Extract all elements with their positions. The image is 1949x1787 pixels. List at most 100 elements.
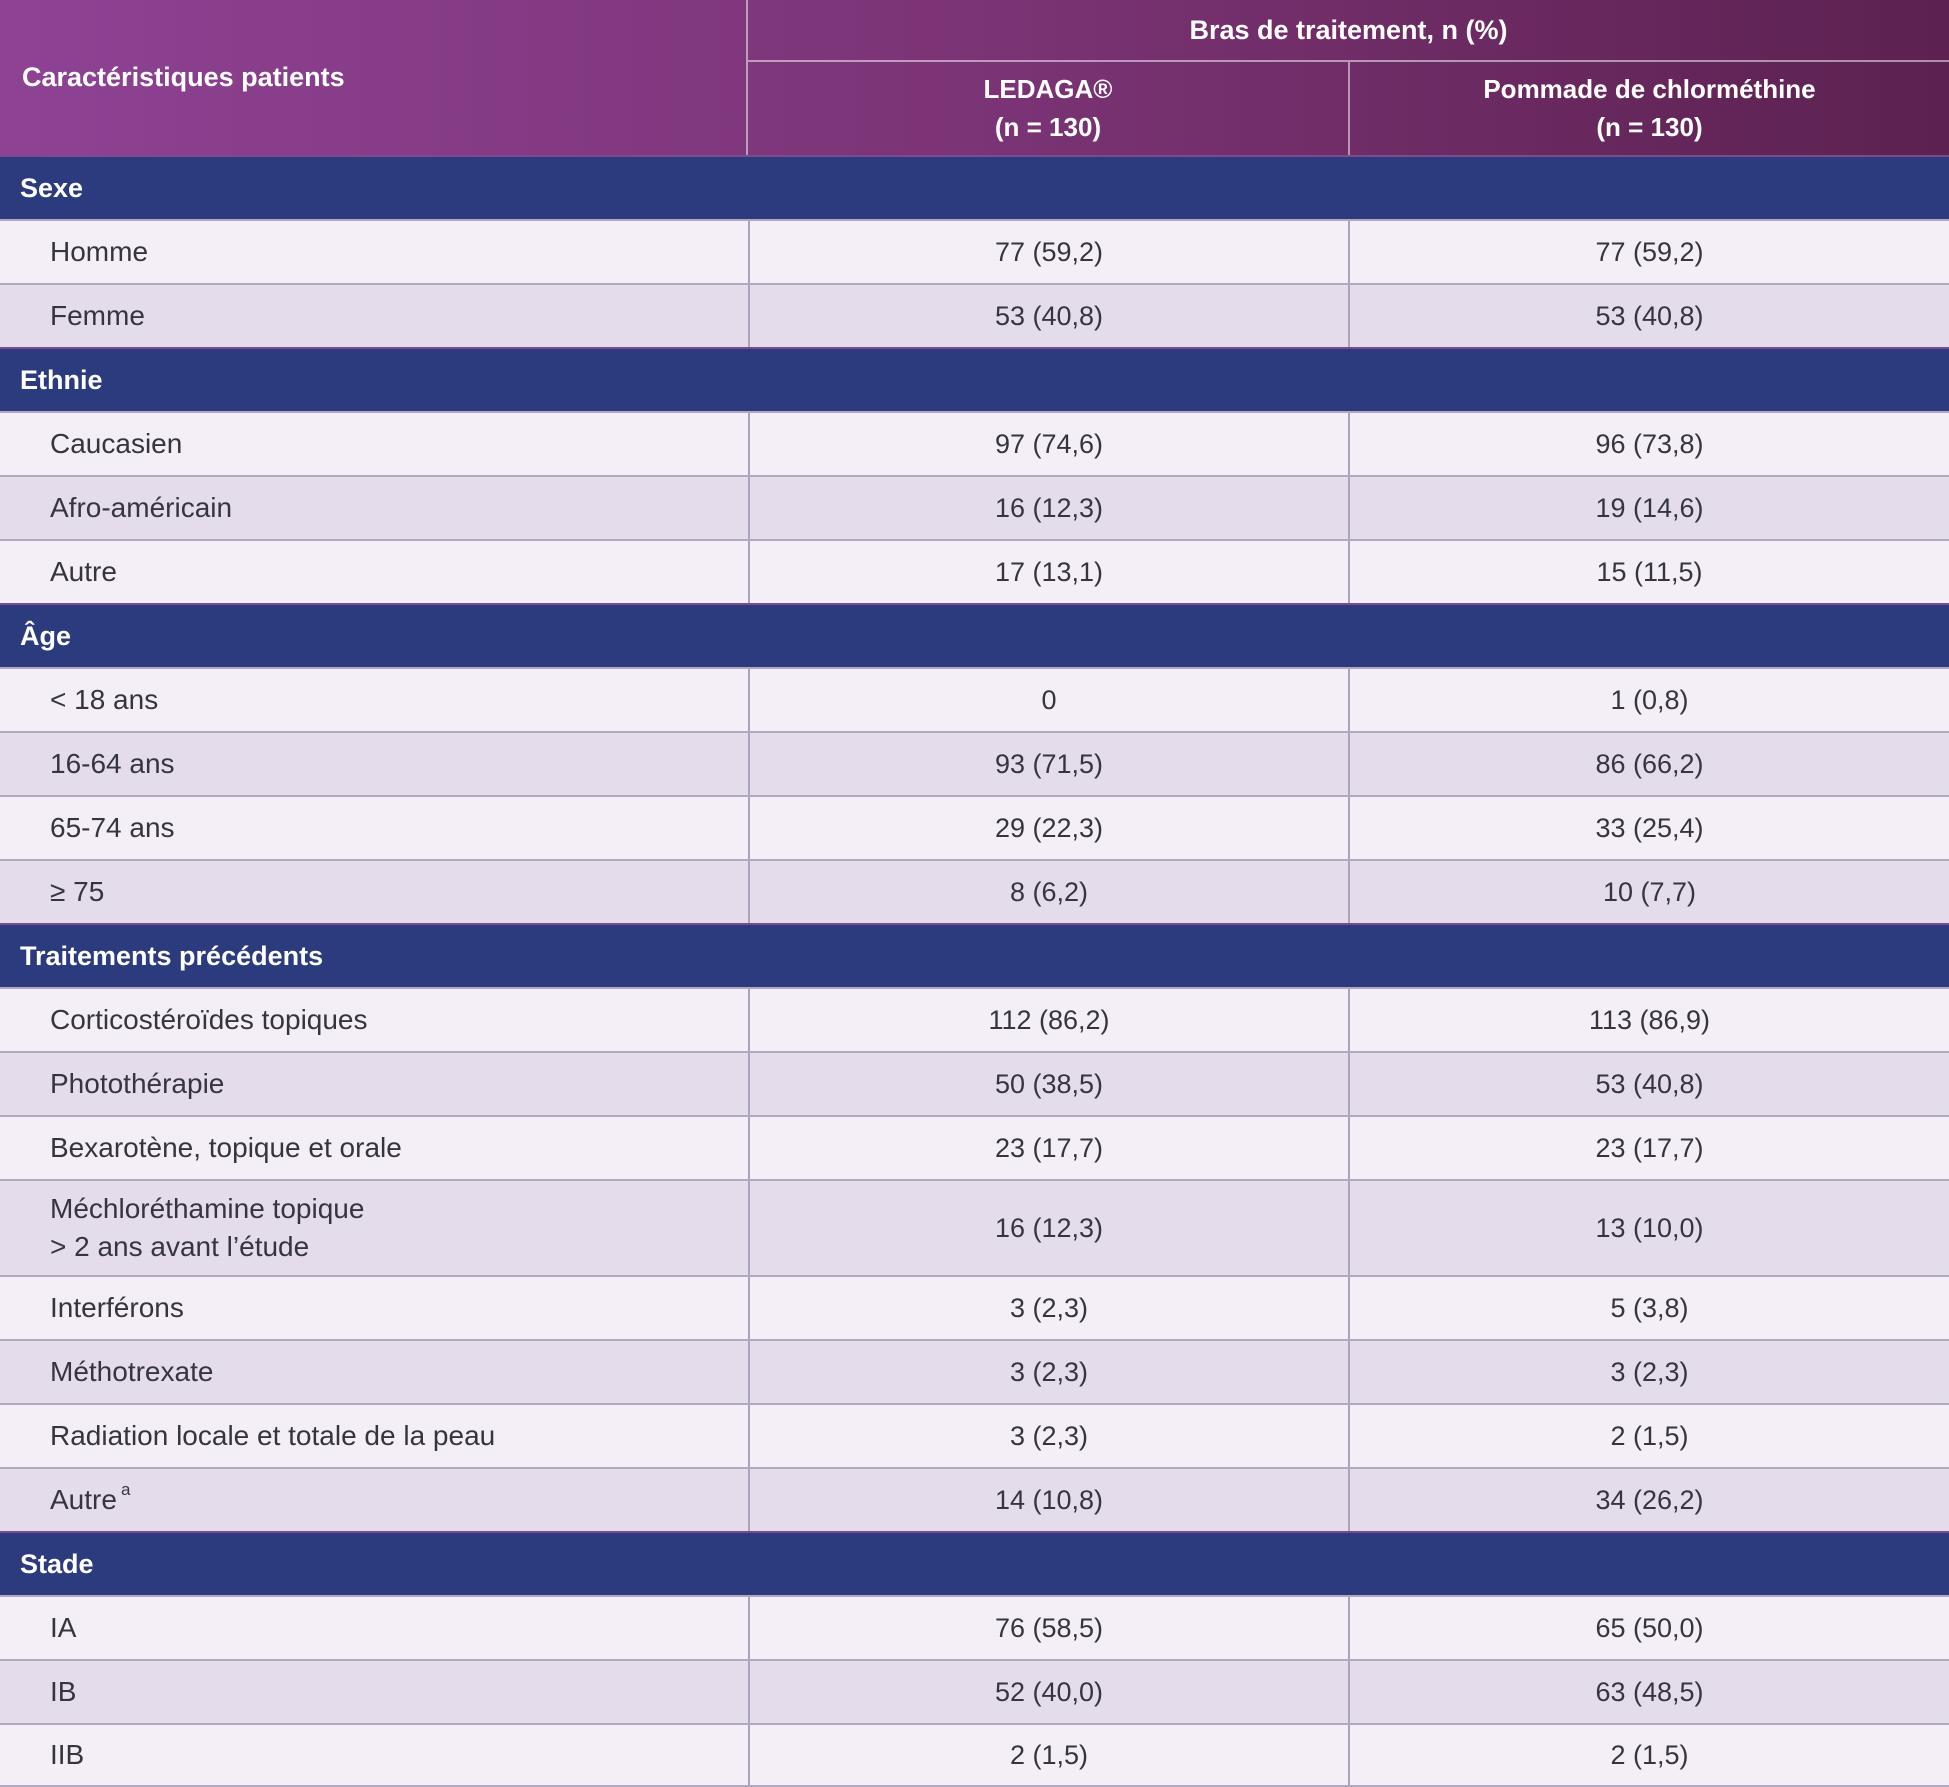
row-value-chlormethine: 96 (73,8) bbox=[1348, 413, 1949, 475]
table-row: Autre a 14 (10,8) 34 (26,2) bbox=[0, 1467, 1949, 1531]
row-value-ledaga: 16 (12,3) bbox=[748, 477, 1348, 539]
row-label-cell: IA bbox=[0, 1597, 748, 1659]
arm1-n: (n = 130) bbox=[994, 111, 1102, 142]
row-label-cell: Méchloréthamine topique > 2 ans avant l’… bbox=[0, 1181, 748, 1275]
row-label: Caucasien bbox=[50, 428, 183, 460]
row-value-chlormethine: 86 (66,2) bbox=[1348, 733, 1949, 795]
table-row: Photothérapie 50 (38,5) 53 (40,8) bbox=[0, 1051, 1949, 1115]
row-label-cell: Caucasien bbox=[0, 413, 748, 475]
row-value-chlormethine: 2 (1,5) bbox=[1348, 1405, 1949, 1467]
section-title: Traitements précédents bbox=[20, 940, 324, 971]
row-value-chlormethine: 113 (86,9) bbox=[1348, 989, 1949, 1051]
table-row: Caucasien 97 (74,6) 96 (73,8) bbox=[0, 411, 1949, 475]
row-value-chlormethine: 33 (25,4) bbox=[1348, 797, 1949, 859]
section-header-row: Stade bbox=[0, 1531, 1949, 1595]
table-row: Radiation locale et totale de la peau 3 … bbox=[0, 1403, 1949, 1467]
row-value-chlormethine: 34 (26,2) bbox=[1348, 1469, 1949, 1531]
table-body: Sexe Homme 77 (59,2) 77 (59,2) Femme 53 … bbox=[0, 155, 1949, 1787]
row-label-cell: Photothérapie bbox=[0, 1053, 748, 1115]
row-label: Radiation locale et totale de la peau bbox=[50, 1420, 496, 1452]
row-value-ledaga: 16 (12,3) bbox=[748, 1181, 1348, 1275]
row-value-chlormethine: 10 (7,7) bbox=[1348, 861, 1949, 923]
row-label-cell: Interférons bbox=[0, 1277, 748, 1339]
table-row: 65-74 ans 29 (22,3) 33 (25,4) bbox=[0, 795, 1949, 859]
row-label-cell: Afro-américain bbox=[0, 477, 748, 539]
row-value-ledaga: 77 (59,2) bbox=[748, 221, 1348, 283]
row-value-chlormethine: 1 (0,8) bbox=[1348, 669, 1949, 731]
row-value-chlormethine: 63 (48,5) bbox=[1348, 1661, 1949, 1723]
table-row: Autre 17 (13,1) 15 (11,5) bbox=[0, 539, 1949, 603]
row-value-ledaga: 112 (86,2) bbox=[748, 989, 1348, 1051]
row-value-chlormethine: 65 (50,0) bbox=[1348, 1597, 1949, 1659]
section-title: Ethnie bbox=[20, 364, 103, 395]
row-value-chlormethine: 53 (40,8) bbox=[1348, 1053, 1949, 1115]
row-label: Méthotrexate bbox=[50, 1356, 214, 1388]
table-row: IIB 2 (1,5) 2 (1,5) bbox=[0, 1723, 1949, 1787]
row-label-cell: Bexarotène, topique et orale bbox=[0, 1117, 748, 1179]
table-row: < 18 ans 0 1 (0,8) bbox=[0, 667, 1949, 731]
row-label-cell: Homme bbox=[0, 221, 748, 283]
row-label: Autre bbox=[50, 1484, 117, 1516]
row-value-ledaga: 17 (13,1) bbox=[748, 541, 1348, 603]
row-value-ledaga: 76 (58,5) bbox=[748, 1597, 1348, 1659]
row-label-cell: IB bbox=[0, 1661, 748, 1723]
row-label: Interférons bbox=[50, 1292, 184, 1324]
row-value-ledaga: 97 (74,6) bbox=[748, 413, 1348, 475]
section-header-row: Traitements précédents bbox=[0, 923, 1949, 987]
row-value-ledaga: 0 bbox=[748, 669, 1348, 731]
table-row: Méthotrexate 3 (2,3) 3 (2,3) bbox=[0, 1339, 1949, 1403]
table-row: Méchloréthamine topique > 2 ans avant l’… bbox=[0, 1179, 1949, 1275]
column-header-chlormethine: Pommade de chlorméthine (n = 130) bbox=[1348, 62, 1949, 155]
table-row: Femme 53 (40,8) 53 (40,8) bbox=[0, 283, 1949, 347]
row-label: < 18 ans bbox=[50, 684, 159, 716]
row-value-ledaga: 50 (38,5) bbox=[748, 1053, 1348, 1115]
row-value-chlormethine: 53 (40,8) bbox=[1348, 285, 1949, 347]
row-label: Femme bbox=[50, 300, 145, 332]
arm2-name: Pommade de chlorméthine bbox=[1483, 73, 1816, 104]
section-title: Âge bbox=[20, 620, 72, 651]
row-value-ledaga: 3 (2,3) bbox=[748, 1277, 1348, 1339]
table-row: Corticostéroïdes topiques 112 (86,2) 113… bbox=[0, 987, 1949, 1051]
row-value-ledaga: 2 (1,5) bbox=[748, 1725, 1348, 1785]
section-title: Sexe bbox=[20, 172, 84, 203]
row-label: ≥ 75 bbox=[50, 876, 105, 908]
table-row: IB 52 (40,0) 63 (48,5) bbox=[0, 1659, 1949, 1723]
row-value-chlormethine: 19 (14,6) bbox=[1348, 477, 1949, 539]
row-label-cell: Autre bbox=[0, 541, 748, 603]
row-label-cell: IIB bbox=[0, 1725, 748, 1785]
row-label-cell: Femme bbox=[0, 285, 748, 347]
row-value-ledaga: 8 (6,2) bbox=[748, 861, 1348, 923]
row-value-chlormethine: 3 (2,3) bbox=[1348, 1341, 1949, 1403]
row-label: Afro-américain bbox=[50, 492, 233, 524]
arm1-name: LEDAGA® bbox=[983, 73, 1113, 104]
section-title: Stade bbox=[20, 1548, 94, 1579]
row-label-cell: ≥ 75 bbox=[0, 861, 748, 923]
table-row: 16-64 ans 93 (71,5) 86 (66,2) bbox=[0, 731, 1949, 795]
row-value-ledaga: 93 (71,5) bbox=[748, 733, 1348, 795]
table-row: ≥ 75 8 (6,2) 10 (7,7) bbox=[0, 859, 1949, 923]
row-value-ledaga: 29 (22,3) bbox=[748, 797, 1348, 859]
row-label-cell: Méthotrexate bbox=[0, 1341, 748, 1403]
row-value-chlormethine: 15 (11,5) bbox=[1348, 541, 1949, 603]
row-value-chlormethine: 5 (3,8) bbox=[1348, 1277, 1949, 1339]
column-header-ledaga: LEDAGA® (n = 130) bbox=[748, 62, 1348, 155]
treatment-arms-header: Bras de traitement, n (%) LEDAGA® (n = 1… bbox=[748, 0, 1949, 155]
row-value-chlormethine: 23 (17,7) bbox=[1348, 1117, 1949, 1179]
row-value-chlormethine: 13 (10,0) bbox=[1348, 1181, 1949, 1275]
footnote-marker: a bbox=[120, 1480, 131, 1499]
row-label: Corticostéroïdes topiques bbox=[50, 1004, 368, 1036]
row-value-ledaga: 3 (2,3) bbox=[748, 1341, 1348, 1403]
table-row: Bexarotène, topique et orale 23 (17,7) 2… bbox=[0, 1115, 1949, 1179]
arm2-n: (n = 130) bbox=[1596, 111, 1703, 142]
section-header-row: Ethnie bbox=[0, 347, 1949, 411]
row-label-cell: Autre a bbox=[0, 1469, 748, 1531]
row-label-cell: Corticostéroïdes topiques bbox=[0, 989, 748, 1051]
row-label: IIB bbox=[50, 1739, 85, 1771]
row-label: Méchloréthamine topique > 2 ans avant l’… bbox=[50, 1193, 365, 1262]
row-label-cell: 65-74 ans bbox=[0, 797, 748, 859]
table-row: IA 76 (58,5) 65 (50,0) bbox=[0, 1595, 1949, 1659]
row-value-ledaga: 53 (40,8) bbox=[748, 285, 1348, 347]
table-row: Afro-américain 16 (12,3) 19 (14,6) bbox=[0, 475, 1949, 539]
row-label-cell: 16-64 ans bbox=[0, 733, 748, 795]
